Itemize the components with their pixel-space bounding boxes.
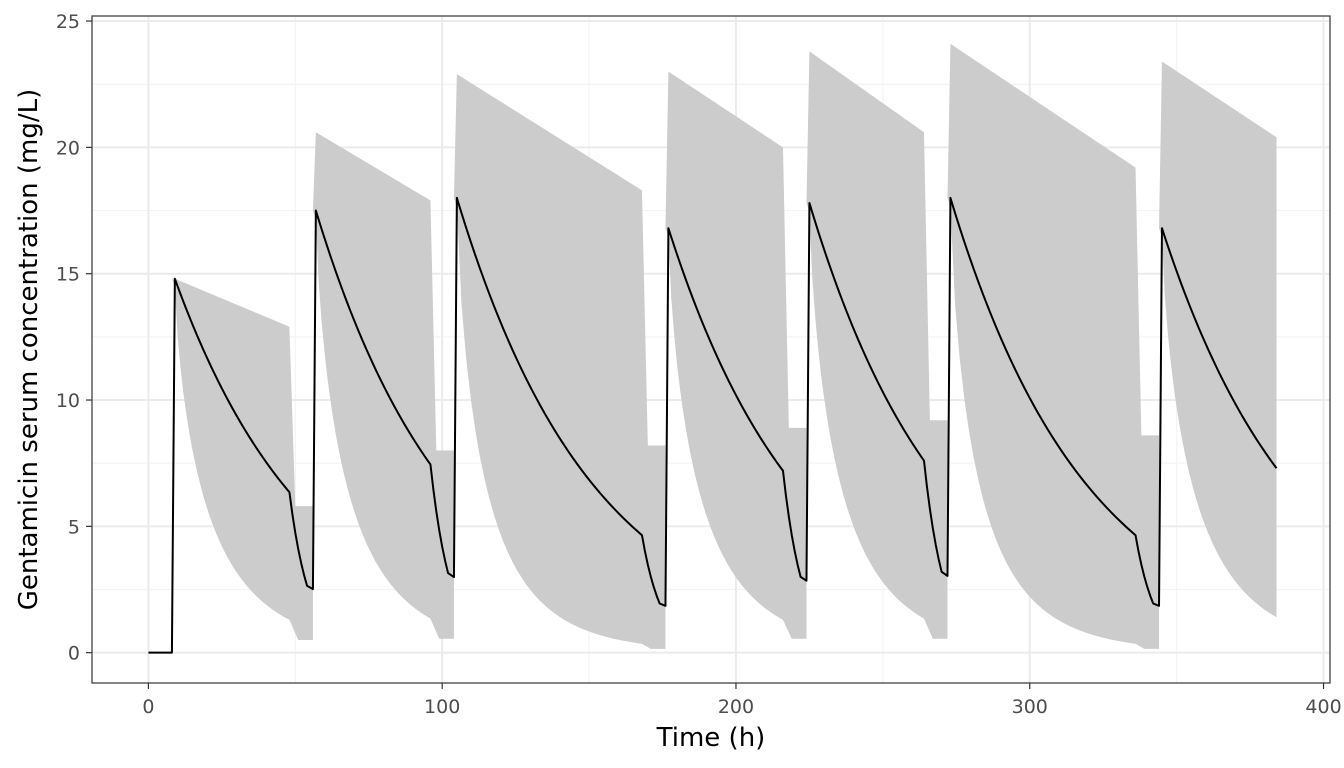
x-tick-label: 300 <box>1012 696 1048 718</box>
band-dose-7 <box>1159 61 1277 618</box>
y-tick-label: 20 <box>56 137 80 159</box>
prediction-interval-band <box>171 43 1277 649</box>
band-dose-1 <box>171 278 313 641</box>
x-tick-label: 200 <box>718 696 754 718</box>
median-concentration-line <box>148 196 1278 654</box>
panel-border <box>91 15 1331 684</box>
x-tick-label: 400 <box>1305 696 1341 718</box>
y-axis: 0 5 10 15 20 25 <box>56 11 92 665</box>
band-dose-3 <box>453 74 666 649</box>
band-dose-4 <box>665 71 807 639</box>
y-tick-label: 25 <box>56 11 80 33</box>
y-tick-label: 10 <box>56 390 80 412</box>
median-line <box>148 196 1278 654</box>
y-tick-label: 15 <box>56 264 80 286</box>
y-tick-label: 0 <box>68 643 80 665</box>
y-axis-title: Gentamicin serum concentration (mg/L) <box>14 89 44 611</box>
band-dose-5 <box>806 51 948 639</box>
band-dose-6 <box>947 43 1160 649</box>
x-axis-title: Time (h) <box>656 723 766 753</box>
x-tick-label: 0 <box>142 696 154 718</box>
x-tick-label: 100 <box>424 696 460 718</box>
y-tick-label: 5 <box>68 516 80 538</box>
x-axis: 0 100 200 300 400 <box>142 683 1342 718</box>
